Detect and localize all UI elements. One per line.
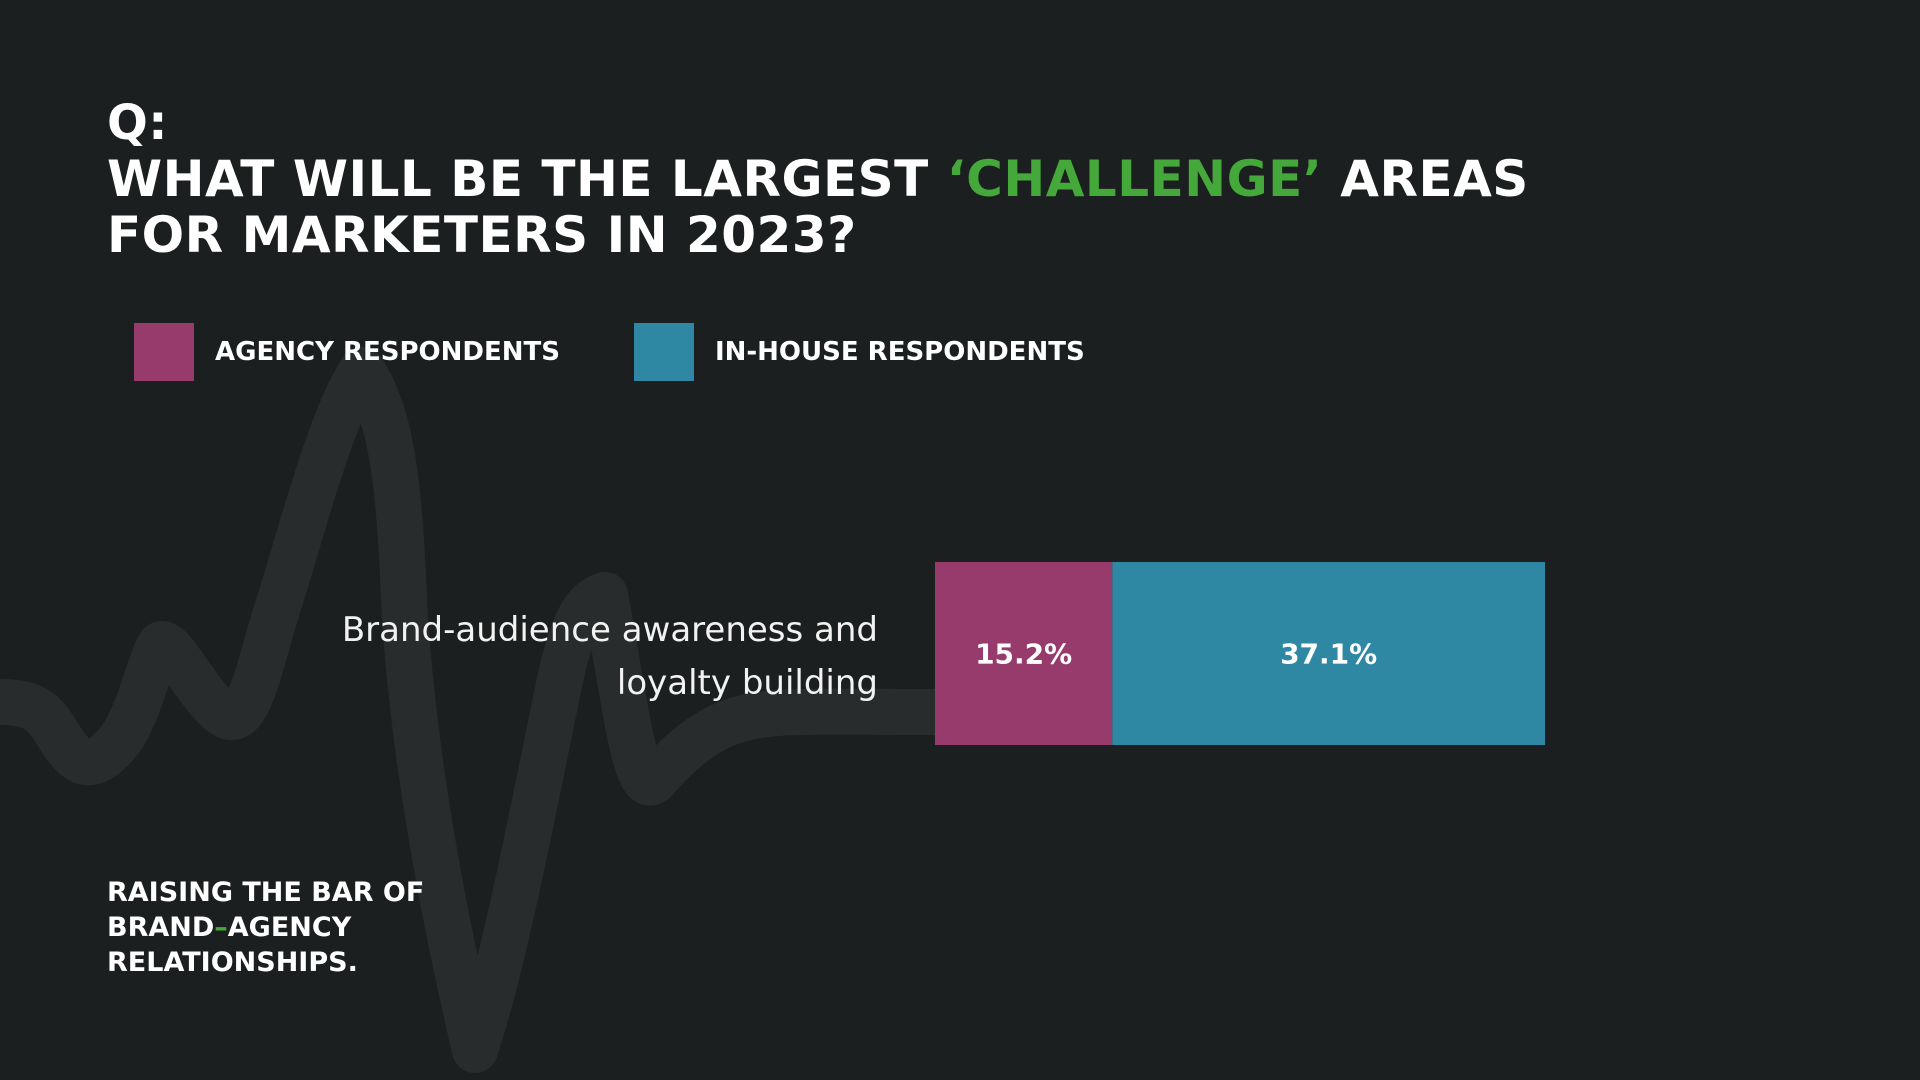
legend-item-in-house: IN-HOUSE RESPONDENTS <box>633 323 1085 381</box>
legend-swatch-agency <box>134 323 194 381</box>
legend-label-in-house: IN-HOUSE RESPONDENTS <box>714 337 1085 367</box>
bar-segment-in-house <box>1112 562 1545 745</box>
footer-tagline: RAISING THE BAR OF BRAND–AGENCY RELATION… <box>107 875 424 980</box>
question-title-start: WHAT WILL BE THE LARGEST <box>107 150 947 208</box>
question-title-end: AREAS FOR MARKETERS IN 2023? <box>107 150 1529 264</box>
bar-segment-agency <box>935 562 1113 745</box>
footer-brand: BRAND <box>107 912 215 943</box>
question-prefix: Q: <box>107 95 168 151</box>
footer-agency: AGENCY <box>227 912 352 943</box>
chart-legend: AGENCY RESPONDENTS IN-HOUSE RESPONDENTS <box>134 323 1159 381</box>
legend-label-agency: AGENCY RESPONDENTS <box>215 337 560 367</box>
question-header: Q: WHAT WILL BE THE LARGEST ‘CHALLENGE’ … <box>107 95 1757 263</box>
bar-label-in-house: 37.1% <box>1280 638 1377 671</box>
question-title: WHAT WILL BE THE LARGEST ‘CHALLENGE’ ARE… <box>107 151 1647 263</box>
footer-dash: – <box>214 912 228 943</box>
bar-label-agency: 15.2% <box>975 638 1072 671</box>
category-label: Brand-audience awareness and loyalty bui… <box>341 610 878 703</box>
legend-item-agency: AGENCY RESPONDENTS <box>134 323 560 381</box>
legend-swatch-in-house <box>633 323 694 381</box>
footer-line-3: RELATIONSHIPS. <box>107 947 358 978</box>
footer-line-2: BRAND–AGENCY <box>107 910 424 945</box>
wave-line <box>0 347 963 1073</box>
footer-line-1: RAISING THE BAR OF <box>107 877 425 908</box>
question-title-accent: ‘CHALLENGE’ <box>946 150 1323 208</box>
